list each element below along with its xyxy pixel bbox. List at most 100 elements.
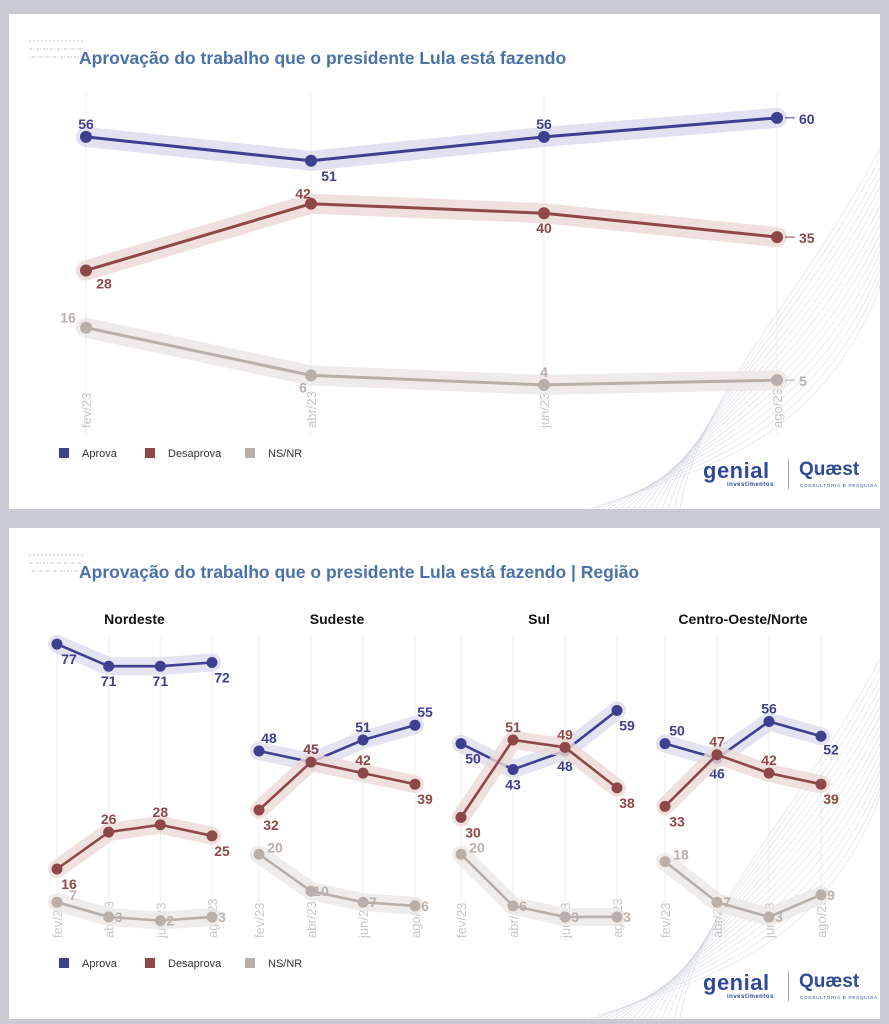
confidence-band [76,193,787,281]
chart-title: Aprovação do trabalho que o presidente L… [79,48,567,68]
legend-item-desaprova: Desaprova [145,448,221,460]
data-label: 3 [571,909,579,925]
data-label: 7 [723,894,731,910]
data-label: 55 [417,704,433,720]
data-label: 26 [101,811,117,827]
data-label: 56 [536,116,552,132]
data-label: 35 [799,230,815,246]
data-point [206,657,218,668]
data-label: 52 [823,741,839,757]
chart-card-national: Aprovação do trabalho que o presidente L… [9,14,880,509]
legend-label: Aprova [82,448,117,460]
data-point [507,734,519,746]
logo-divider [788,971,789,1001]
series-line [56,900,213,922]
title-decoration-icon [29,554,83,572]
wave-line [607,260,880,509]
data-label: 40 [536,220,552,236]
data-point [538,130,550,143]
wave-line [679,658,880,1019]
data-point [763,767,775,779]
data-label: 72 [214,670,230,686]
data-point [154,660,166,672]
series-line [258,853,416,908]
legend-label: NS/NR [268,958,303,970]
data-label: 28 [153,804,169,820]
wave-line [631,223,880,509]
data-point [305,154,317,167]
chart-title: Aprovação do trabalho que o presidente L… [79,562,640,582]
data-point [154,915,166,927]
data-label: 3 [775,909,783,925]
panel-title: Sul [528,611,550,627]
x-tick-label: jun/23 [537,393,552,429]
data-label: 45 [303,741,319,757]
data-label: 71 [153,673,169,689]
data-label: 45 [303,741,319,757]
data-point [206,830,218,842]
confidence-band [76,317,787,395]
data-point [559,741,571,753]
chart-card-regional: Aprovação do trabalho que o presidente L… [9,528,880,1019]
data-point [305,756,317,768]
legend-item-nsnr: NS/NR [245,958,302,970]
genial-logo: genial [703,458,770,483]
data-point [659,738,671,750]
data-label: 71 [101,673,117,689]
panel-title: Sudeste [310,611,365,627]
series-line [258,723,416,764]
data-point [253,745,265,757]
data-label: 42 [355,752,371,768]
data-label: 18 [673,847,689,863]
legend-label: Aprova [82,958,117,970]
legend-swatch [245,958,255,968]
data-point [559,911,571,923]
data-label: 49 [557,726,573,742]
confidence-band [250,753,424,819]
data-point [507,900,519,912]
wave-line [643,715,880,1019]
legend-label: Desaprova [168,448,222,460]
data-label: 3 [115,909,123,925]
data-label: 51 [321,168,337,184]
legend-label: Desaprova [168,958,222,970]
legend-swatch [59,958,69,968]
confidence-band [76,107,787,171]
wave-line [595,787,880,1019]
x-tick-label: ago/23 [814,898,829,938]
wave-line [649,195,880,509]
wave-line [631,733,880,1019]
data-label: 7 [369,894,377,910]
data-point [711,749,723,761]
wave-line [625,233,880,509]
wave-line [601,268,880,509]
data-label: 47 [709,734,725,750]
data-point [154,819,166,831]
legend-swatch [245,448,255,458]
data-label: 28 [96,275,112,291]
data-point [771,231,783,244]
legend-item-nsnr: NS/NR [245,448,302,460]
data-point [409,778,421,790]
data-point [815,730,827,742]
wave-line [589,794,880,1019]
data-point [103,660,115,672]
data-label: 48 [557,758,573,774]
data-point [51,896,63,908]
data-label: 16 [61,876,77,892]
x-tick-label: jun/23 [356,903,371,939]
decorative-waves [589,658,880,1019]
data-point [51,863,63,875]
x-tick-label: fev/23 [79,393,94,428]
x-tick-label: fev/23 [658,903,673,938]
data-point [771,374,783,387]
wave-line [601,778,880,1019]
data-point [103,826,115,838]
genial-logo-sub: investimentos [727,482,774,488]
data-point [763,911,775,923]
logo-divider [788,459,789,489]
genial-logo-sub: investimentos [727,994,774,1000]
data-label: 59 [619,717,635,733]
data-label: 25 [214,843,230,859]
data-point [763,716,775,727]
